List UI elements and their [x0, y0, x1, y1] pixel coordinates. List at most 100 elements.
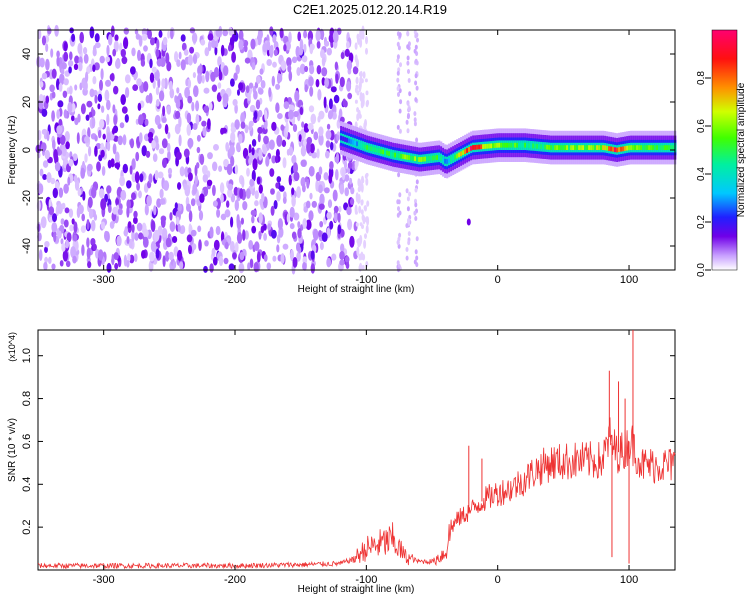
noise-cell — [192, 123, 198, 130]
noise-cell — [250, 38, 256, 50]
signal-cell — [544, 144, 547, 150]
noise-cell — [98, 249, 104, 261]
noise-cell — [186, 234, 193, 243]
signal-cell — [604, 145, 607, 151]
noise-cell — [297, 31, 302, 42]
signal-cell — [610, 146, 613, 152]
signal-blob — [466, 218, 471, 226]
noise-cell — [131, 158, 136, 170]
noise-cell — [220, 44, 225, 57]
spurious-cell — [396, 124, 400, 130]
noise-cell — [212, 200, 218, 207]
noise-cell — [364, 78, 368, 83]
noise-cell — [283, 44, 287, 52]
signal-cell — [464, 149, 467, 154]
noise-cell — [141, 250, 146, 259]
noise-cell — [168, 80, 173, 91]
noise-cell — [191, 101, 195, 112]
spurious-cell — [413, 117, 417, 123]
noise-cell — [49, 84, 55, 93]
noise-cell — [203, 265, 208, 273]
signal-cell — [492, 143, 495, 149]
noise-cell — [126, 180, 132, 189]
noise-cell — [360, 78, 364, 84]
signal-cell — [650, 145, 653, 150]
noise-cell — [346, 59, 353, 71]
noise-cell — [176, 87, 180, 94]
noise-cell — [293, 212, 300, 221]
noise-cell — [271, 229, 277, 239]
colorbar-tick-label: 0.6 — [696, 119, 707, 133]
noise-cell — [358, 205, 362, 214]
noise-cell — [250, 209, 257, 217]
signal-cell — [364, 144, 367, 150]
noise-cell — [91, 186, 97, 199]
noise-cell — [88, 111, 93, 118]
noise-cell — [68, 159, 74, 167]
noise-cell — [84, 153, 88, 163]
noise-cell — [177, 182, 182, 190]
noise-cell — [114, 34, 119, 42]
noise-cell — [152, 153, 158, 163]
noise-cell — [340, 243, 345, 253]
noise-cell — [238, 82, 244, 91]
noise-cell — [345, 262, 350, 269]
noise-cell — [358, 114, 362, 119]
noise-cell — [162, 157, 167, 169]
colorbar-label: Normalized spectral amplitude — [736, 82, 747, 217]
noise-cell — [125, 87, 130, 98]
signal-cell — [640, 145, 643, 150]
noise-cell — [216, 208, 221, 218]
noise-cell — [346, 81, 352, 92]
y-tick-label: 0.2 — [21, 519, 33, 534]
noise-cell — [131, 47, 136, 57]
signal-cell — [502, 142, 505, 148]
signal-cell — [432, 155, 435, 161]
noise-cell — [203, 87, 210, 94]
noise-cell — [180, 59, 186, 71]
noise-cell — [333, 212, 338, 223]
noise-cell — [354, 42, 358, 50]
noise-cell — [87, 163, 93, 172]
noise-cell — [129, 138, 135, 149]
noise-cell — [179, 261, 184, 270]
spectrogram-y-label: Frequency (Hz) — [7, 116, 18, 185]
signal-cell — [578, 145, 581, 150]
noise-cell — [354, 87, 358, 94]
noise-cell — [230, 131, 236, 143]
signal-cell — [404, 154, 407, 160]
noise-cell — [303, 43, 307, 54]
signal-cell — [632, 145, 635, 150]
noise-cell — [133, 216, 138, 224]
spurious-cell — [415, 137, 419, 143]
noise-cell — [287, 64, 292, 73]
noise-cell — [112, 143, 117, 155]
noise-cell — [332, 189, 338, 202]
noise-cell — [358, 265, 362, 271]
noise-cell — [296, 67, 301, 76]
noise-cell — [133, 210, 138, 218]
noise-cell — [324, 40, 330, 47]
noise-cell — [67, 101, 73, 114]
signal-cell — [370, 146, 373, 151]
noise-cell — [280, 253, 285, 264]
noise-cell — [57, 230, 62, 239]
noise-cell — [161, 138, 168, 149]
signal-cell — [540, 144, 543, 150]
signal-cell — [428, 156, 431, 161]
noise-cell — [235, 64, 240, 75]
signal-cell — [534, 143, 537, 149]
noise-cell — [213, 256, 218, 266]
signal-cell — [438, 154, 441, 160]
noise-cell — [127, 253, 131, 263]
signal-cell — [454, 154, 457, 160]
noise-cell — [166, 105, 171, 115]
noise-cell — [360, 183, 364, 193]
noise-cell — [92, 109, 96, 117]
noise-cell — [227, 188, 233, 198]
noise-cell — [131, 192, 136, 201]
noise-cell — [358, 178, 362, 188]
noise-cell — [87, 196, 93, 209]
signal-cell — [618, 147, 621, 152]
noise-cell — [359, 95, 363, 100]
